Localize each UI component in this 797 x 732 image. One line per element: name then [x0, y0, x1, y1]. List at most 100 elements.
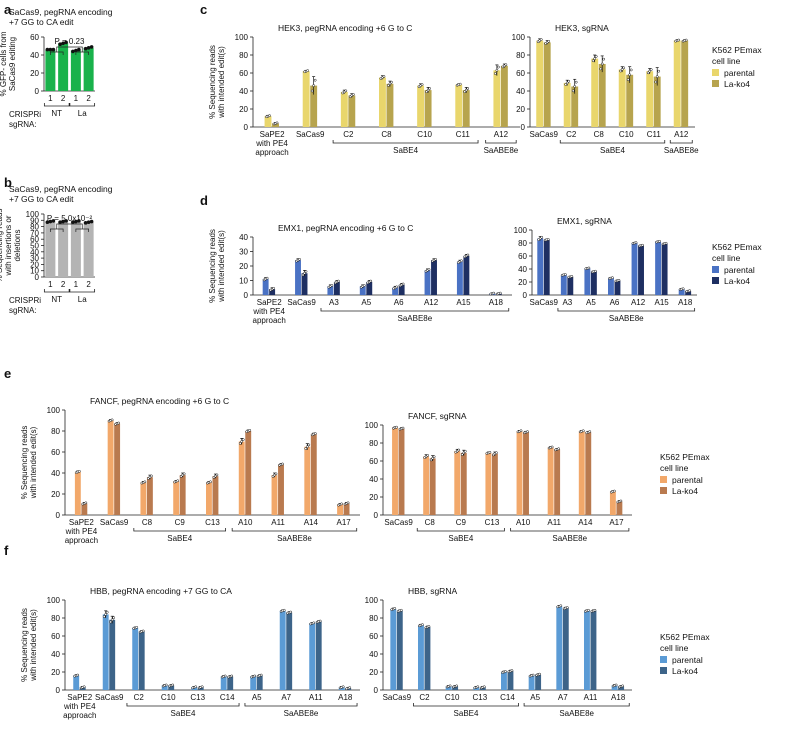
- data-point: [462, 451, 466, 455]
- x-tick-label: A5: [530, 693, 540, 702]
- data-point: [312, 621, 316, 625]
- data-point: [425, 90, 428, 94]
- data-point: [387, 84, 390, 87]
- x-tick-label: with PE4: [65, 527, 98, 536]
- data-point: [340, 502, 343, 506]
- bar-parental: [379, 77, 386, 127]
- bar-La-ko4: [462, 90, 470, 127]
- x-tick-label: 1: [48, 94, 53, 103]
- bar-parental: [537, 238, 544, 295]
- panel-a: SaCas9, pegRNA encoding+7 GG to CA edit 0…: [0, 7, 113, 129]
- data-point: [135, 626, 139, 629]
- data-point: [593, 608, 597, 612]
- p-value-annotation: P = 0.23: [55, 37, 85, 46]
- legend-title: cell line: [660, 643, 689, 653]
- data-point: [86, 220, 91, 224]
- legend-title: cell line: [712, 56, 741, 66]
- data-point: [305, 445, 309, 449]
- data-point: [688, 289, 692, 293]
- bar-parental: [445, 686, 452, 690]
- data-point: [259, 673, 263, 677]
- group-bracket: [557, 308, 696, 312]
- data-point: [399, 608, 403, 612]
- bar-parental: [560, 274, 567, 295]
- bar-La-ko4: [590, 271, 597, 295]
- x-tick-label: 2: [86, 94, 91, 103]
- bar-parental: [423, 456, 430, 515]
- panel-label-b: b: [4, 175, 12, 190]
- data-point: [274, 472, 278, 476]
- x-tick-label: C14: [500, 693, 515, 702]
- x-tick-label: 1: [74, 94, 79, 103]
- y-tick-label: 40: [369, 475, 378, 484]
- data-point: [427, 268, 431, 271]
- x-tick-label: C13: [485, 518, 500, 527]
- y-tick-label: 0: [374, 686, 379, 695]
- data-point: [303, 271, 306, 275]
- bar-La-ko4: [543, 239, 550, 295]
- data-point: [240, 440, 244, 443]
- data-point: [559, 604, 563, 608]
- bar-La-ko4: [460, 452, 467, 515]
- bar-parental: [609, 491, 616, 515]
- group-bracket: [231, 528, 358, 532]
- y-tick-label: 40: [239, 233, 248, 242]
- y-tick-label: 80: [369, 614, 378, 623]
- bar-parental: [173, 481, 180, 515]
- bar-La-ko4: [554, 449, 561, 515]
- data-point: [110, 618, 114, 622]
- bar-parental: [74, 471, 81, 515]
- x-tick-label: A11: [309, 693, 323, 702]
- bar-La-ko4: [535, 674, 542, 690]
- x-tick-label: 1: [48, 280, 53, 289]
- data-point: [504, 63, 508, 67]
- x-tick-label: A12: [674, 130, 689, 139]
- bar: [70, 221, 81, 277]
- bar-La-ko4: [301, 273, 308, 295]
- bar-parental: [418, 625, 424, 690]
- panel-label-f: f: [4, 543, 9, 558]
- y-axis-label: deletions: [13, 229, 22, 261]
- y-tick-label: 60: [369, 457, 378, 466]
- bar-La-ko4: [431, 260, 437, 295]
- data-point: [143, 480, 147, 484]
- sig-bracket: [56, 46, 83, 52]
- panel-label-c: c: [200, 2, 207, 17]
- data-point: [337, 279, 340, 283]
- x-tick-label: A15: [456, 298, 471, 307]
- data-point: [531, 673, 535, 677]
- data-point: [83, 221, 88, 225]
- x-tick-label: C10: [161, 693, 176, 702]
- data-point: [304, 447, 308, 450]
- x-tick-label: C2: [343, 130, 354, 139]
- legend-title: K562 PEmax: [660, 452, 710, 462]
- x-tick-label: A18: [489, 298, 504, 307]
- data-point: [348, 686, 352, 690]
- y-axis-label: % GFP- cells from: [0, 31, 8, 96]
- group-bracket: [133, 528, 227, 532]
- bar-parental: [655, 241, 662, 295]
- data-point: [570, 275, 574, 278]
- x-tick-label: C10: [417, 130, 432, 139]
- x-tick-label: A5: [361, 298, 371, 307]
- y-tick-label: 20: [516, 105, 525, 114]
- y-tick-label: 100: [26, 210, 40, 219]
- bar-La-ko4: [626, 74, 634, 127]
- legend-swatch-ko: [660, 667, 667, 674]
- y-tick-label: 40: [30, 51, 39, 60]
- bar-parental: [485, 452, 492, 515]
- panel-label-a: a: [4, 2, 12, 17]
- group-bracket: [669, 140, 693, 144]
- bar-parental: [673, 40, 681, 127]
- bar-parental: [631, 243, 638, 295]
- data-point: [48, 47, 53, 52]
- x-tick-label: 2: [61, 94, 66, 103]
- group-label: La: [78, 295, 87, 304]
- data-point: [563, 273, 567, 276]
- data-point: [209, 480, 212, 484]
- bar-La-ko4: [638, 245, 644, 295]
- data-point: [77, 469, 81, 473]
- y-tick-label: 80: [239, 51, 248, 60]
- y-tick-label: 60: [518, 252, 527, 261]
